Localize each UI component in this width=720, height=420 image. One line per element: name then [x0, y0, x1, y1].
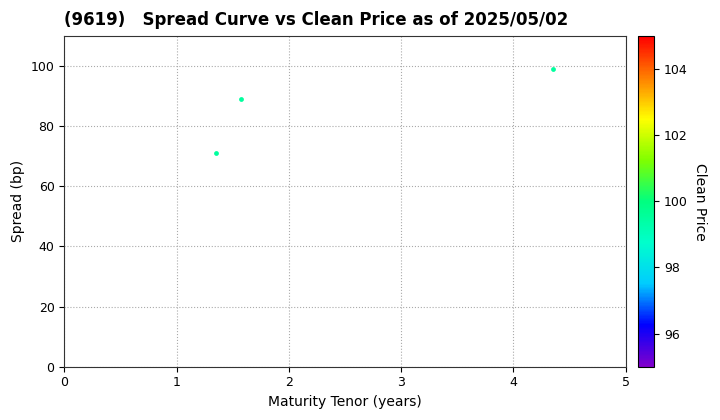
Y-axis label: Clean Price: Clean Price — [693, 163, 707, 240]
Point — [547, 66, 559, 73]
Point — [235, 96, 246, 102]
Text: (9619)   Spread Curve vs Clean Price as of 2025/05/02: (9619) Spread Curve vs Clean Price as of… — [64, 11, 569, 29]
Point — [210, 150, 222, 157]
X-axis label: Maturity Tenor (years): Maturity Tenor (years) — [268, 395, 422, 409]
Y-axis label: Spread (bp): Spread (bp) — [11, 160, 25, 242]
